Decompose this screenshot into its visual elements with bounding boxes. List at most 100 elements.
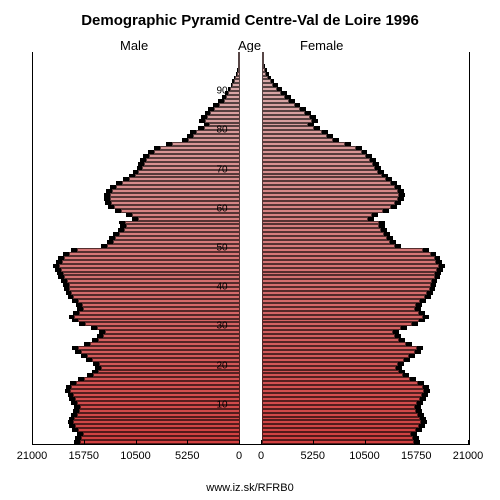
bar (262, 268, 437, 272)
bar-row (262, 68, 469, 72)
bar-row (262, 370, 469, 374)
bar-row (33, 366, 240, 370)
bar-row (33, 123, 240, 127)
bar-row (262, 91, 469, 95)
bar-row (33, 279, 240, 283)
bar (262, 409, 416, 413)
bar-row (33, 177, 240, 181)
bar-row (33, 189, 240, 193)
bar-row (262, 385, 469, 389)
bar-row (33, 346, 240, 350)
bar-row (262, 350, 469, 354)
y-tick-label: 30 (212, 321, 232, 332)
bar-row (33, 393, 240, 397)
bar (262, 72, 266, 76)
bar-row (33, 420, 240, 424)
x-tick-mark (32, 440, 33, 444)
bar-row (33, 252, 240, 256)
bar-row (33, 413, 240, 417)
bar-row (33, 95, 240, 99)
bar-row (262, 72, 469, 76)
bar-row (33, 170, 240, 174)
bar (75, 424, 240, 428)
bar-row (262, 123, 469, 127)
bar-row (262, 413, 469, 417)
bar-row (33, 287, 240, 291)
bar (262, 95, 285, 99)
x-tick-label: 10500 (349, 450, 380, 462)
age-label: Age (238, 38, 261, 53)
bar (160, 146, 240, 150)
bar-row (33, 377, 240, 381)
bar (87, 354, 240, 358)
bar (110, 193, 240, 197)
bar-row (262, 264, 469, 268)
bar-row (262, 56, 469, 60)
bar-row (262, 150, 469, 154)
bar (78, 428, 240, 432)
bar-row (33, 326, 240, 330)
bar (262, 99, 289, 103)
bar (210, 111, 240, 115)
bar (262, 213, 372, 217)
bar-row (262, 307, 469, 311)
x-tick-label: 21000 (453, 450, 484, 462)
bar (262, 252, 431, 256)
bar-row (33, 373, 240, 377)
bar (232, 83, 240, 87)
bar (262, 162, 373, 166)
bar-row (33, 193, 240, 197)
bar (262, 103, 295, 107)
bar (262, 197, 398, 201)
bar (76, 381, 240, 385)
bar-row (262, 174, 469, 178)
bar-row (262, 424, 469, 428)
bar (262, 60, 264, 64)
x-tick-label: 15750 (401, 450, 432, 462)
bar-row (262, 181, 469, 185)
y-tick-label: 90 (212, 86, 232, 97)
bar-row (262, 417, 469, 421)
x-tick-mark (313, 440, 314, 444)
bar (262, 260, 436, 264)
x-tick-mark (468, 440, 469, 444)
bar-row (33, 201, 240, 205)
bar (262, 158, 370, 162)
male-half (33, 52, 240, 444)
bar (154, 150, 240, 154)
bar (77, 413, 240, 417)
bar-row (262, 256, 469, 260)
bar-row (262, 64, 469, 68)
bar (73, 393, 240, 397)
bar-row (33, 232, 240, 236)
bar (64, 256, 240, 260)
bar (115, 236, 240, 240)
bar (125, 221, 240, 225)
x-tick-mark (261, 440, 262, 444)
bar (262, 177, 386, 181)
y-tick-label: 70 (212, 164, 232, 175)
bar-row (33, 228, 240, 232)
bar-row (262, 213, 469, 217)
bar-row (33, 256, 240, 260)
bar (262, 385, 423, 389)
bar-row (262, 217, 469, 221)
bar-row (262, 279, 469, 283)
bar-row (33, 330, 240, 334)
bar (83, 307, 240, 311)
bar (262, 377, 410, 381)
bar-row (33, 60, 240, 64)
bar (262, 79, 271, 83)
bar-row (33, 103, 240, 107)
male-label: Male (120, 38, 148, 53)
bar-row (262, 432, 469, 436)
bar-row (262, 83, 469, 87)
bar-row (33, 181, 240, 185)
bar (262, 326, 401, 330)
bar (262, 322, 412, 326)
bar (262, 56, 264, 60)
bar-row (262, 162, 469, 166)
bar-row (262, 189, 469, 193)
y-tick-label: 40 (212, 282, 232, 293)
bar (262, 209, 383, 213)
